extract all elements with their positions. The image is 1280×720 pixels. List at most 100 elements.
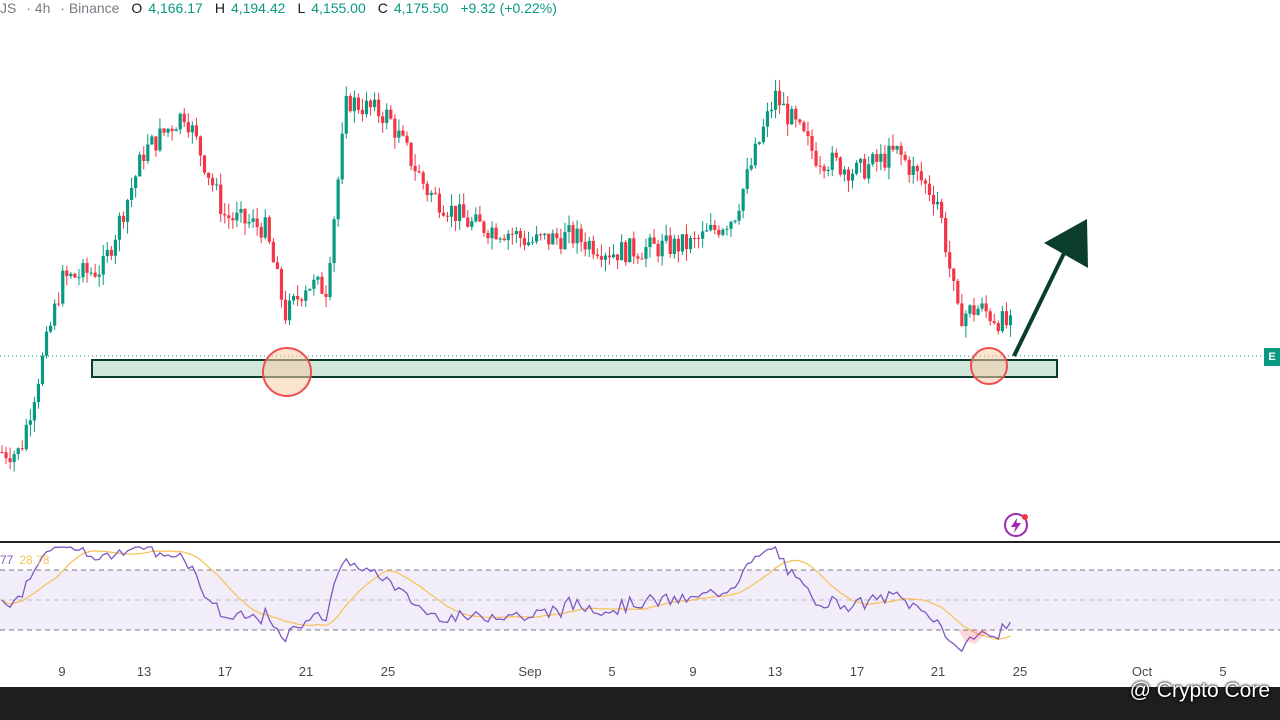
candle-body	[887, 145, 891, 168]
time-tick: 17	[849, 664, 865, 679]
candle-body	[644, 247, 648, 259]
price-chart[interactable]	[0, 0, 1280, 545]
candle-body	[871, 154, 875, 165]
candle-body	[8, 458, 12, 463]
candle-body	[44, 331, 49, 356]
candle-body	[215, 184, 219, 186]
candle-body	[101, 256, 105, 275]
candle-body	[1000, 311, 1004, 332]
candle-body	[154, 136, 158, 151]
time-tick: 5	[1219, 664, 1227, 679]
candle-body	[324, 293, 328, 297]
candle-body	[923, 180, 927, 184]
candle-body	[16, 448, 20, 455]
open-value: O 4,166.17	[131, 0, 203, 16]
candle-body	[753, 143, 757, 166]
rsi-panel[interactable]	[0, 545, 1280, 657]
candle-body	[482, 221, 486, 233]
candle-body	[368, 100, 373, 108]
candle-body	[818, 165, 822, 167]
candle-body	[591, 240, 595, 255]
candle-body	[911, 166, 915, 175]
candle-body	[202, 155, 207, 173]
candle-body	[713, 224, 717, 230]
lightning-alert-icon[interactable]	[1003, 512, 1029, 538]
candle-body	[996, 323, 1000, 332]
candle-body	[518, 231, 522, 239]
candle-body	[0, 452, 4, 453]
candle-body	[640, 258, 644, 260]
candle-body	[595, 254, 599, 257]
candle-body	[530, 241, 535, 243]
candle-body	[838, 157, 842, 175]
candle-body	[117, 215, 122, 240]
candle-body	[526, 242, 531, 246]
time-tick: Sep	[518, 664, 542, 679]
time-axis[interactable]: 9 13 17 21 25 Sep 5 9 13 17 21 25 Oct 5	[0, 657, 1280, 687]
candle-body	[972, 305, 976, 315]
candle-body	[773, 90, 778, 110]
candle-body	[381, 116, 385, 123]
close-value: C 4,175.50	[377, 0, 449, 16]
candle-body	[377, 99, 381, 117]
candle-body	[490, 227, 494, 239]
candle-body	[863, 158, 867, 179]
price-scale-tag: E	[1264, 348, 1280, 366]
ohlc-legend: JS · 4h · Binance O 4,166.17 H 4,194.42 L 4,15…	[0, 0, 563, 18]
candle-body	[81, 262, 85, 278]
candle-body	[895, 145, 899, 150]
candle-body	[239, 209, 243, 213]
candle-body	[697, 238, 701, 240]
candle-body	[166, 128, 170, 133]
candle-body	[883, 153, 887, 168]
candle-body	[93, 272, 97, 277]
candle-body	[968, 305, 972, 314]
candle-body	[603, 255, 608, 260]
candle-body	[587, 240, 591, 250]
low-value: L 4,155.00	[297, 0, 366, 16]
candle-body	[830, 152, 834, 170]
candle-body	[336, 179, 340, 220]
candle-body	[134, 176, 138, 189]
candle-body	[907, 159, 911, 175]
candle-body	[409, 142, 413, 166]
candle-body	[555, 233, 559, 239]
candle-body	[393, 118, 397, 138]
candle-body	[854, 162, 859, 174]
candle-body	[4, 452, 8, 459]
candle-body	[802, 122, 806, 132]
candle-body	[445, 215, 450, 217]
candle-body	[660, 240, 664, 257]
candle-body	[259, 226, 263, 238]
candle-body	[454, 205, 458, 222]
candle-body	[296, 295, 300, 300]
candle-body	[798, 119, 802, 123]
candle-body	[40, 355, 45, 384]
candle-body	[931, 194, 936, 205]
candle-body	[705, 230, 709, 232]
time-tick: 13	[136, 664, 152, 679]
candle-body	[61, 270, 65, 304]
candle-body	[235, 212, 239, 221]
candle-body	[138, 154, 142, 177]
candle-body	[539, 234, 543, 236]
candle-body	[988, 311, 992, 322]
candle-body	[810, 135, 814, 151]
candle-body	[32, 402, 36, 421]
candle-body	[782, 103, 786, 106]
candle-body	[211, 177, 215, 186]
candle-body	[206, 172, 211, 178]
candle-body	[790, 108, 794, 125]
candle-body	[875, 154, 879, 162]
candle-body	[551, 233, 555, 245]
candle-body	[879, 153, 883, 162]
candle-body	[859, 158, 863, 163]
candle-body	[97, 274, 101, 277]
candle-body	[352, 97, 356, 112]
candle-body	[49, 325, 53, 332]
candle-body	[616, 254, 620, 261]
candle-body	[105, 249, 109, 257]
candle-body	[976, 308, 980, 315]
candle-body	[36, 383, 41, 403]
pane-separator[interactable]	[0, 541, 1280, 543]
